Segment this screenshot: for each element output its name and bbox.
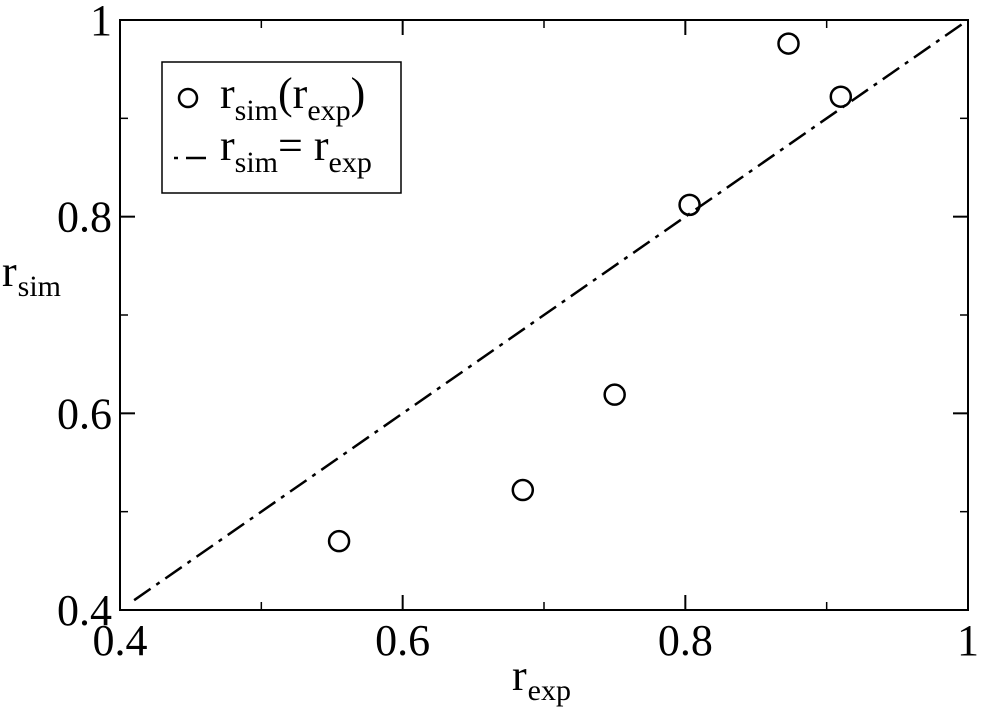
y-tick-label: 1 (90, 0, 112, 45)
legend-marker-circle (177, 87, 199, 109)
y-tick-label: 0.4 (57, 586, 112, 635)
y-tick-label: 0.6 (57, 389, 112, 438)
data-point (327, 529, 351, 553)
data-point (777, 32, 800, 55)
data-point (829, 85, 853, 108)
y-axis-label: rsim (2, 247, 61, 303)
legend-box (161, 61, 402, 194)
legend-label-series-2: rsim= rexp (220, 121, 372, 179)
y-tick-label: 0.8 (57, 193, 112, 242)
x-axis-label: rexp (512, 651, 571, 707)
legend: rsim(rexp) rsim= rexp (161, 61, 402, 194)
data-point (511, 478, 535, 502)
x-tick-label: 0.4 (93, 616, 148, 665)
plot-series (133, 18, 969, 602)
plot-frame (119, 19, 969, 611)
reference-line (133, 18, 969, 602)
x-tick-label: 1 (957, 616, 979, 665)
x-tick-label: 0.6 (375, 616, 430, 665)
x-tick-label: 0.8 (658, 616, 713, 665)
legend-label-series-1: rsim(rexp) (220, 69, 365, 127)
data-point (678, 193, 701, 217)
data-point (603, 383, 626, 406)
tick-labels: 0.4 0.6 0.8 1 0.4 0.6 0.8 1 (57, 0, 979, 665)
